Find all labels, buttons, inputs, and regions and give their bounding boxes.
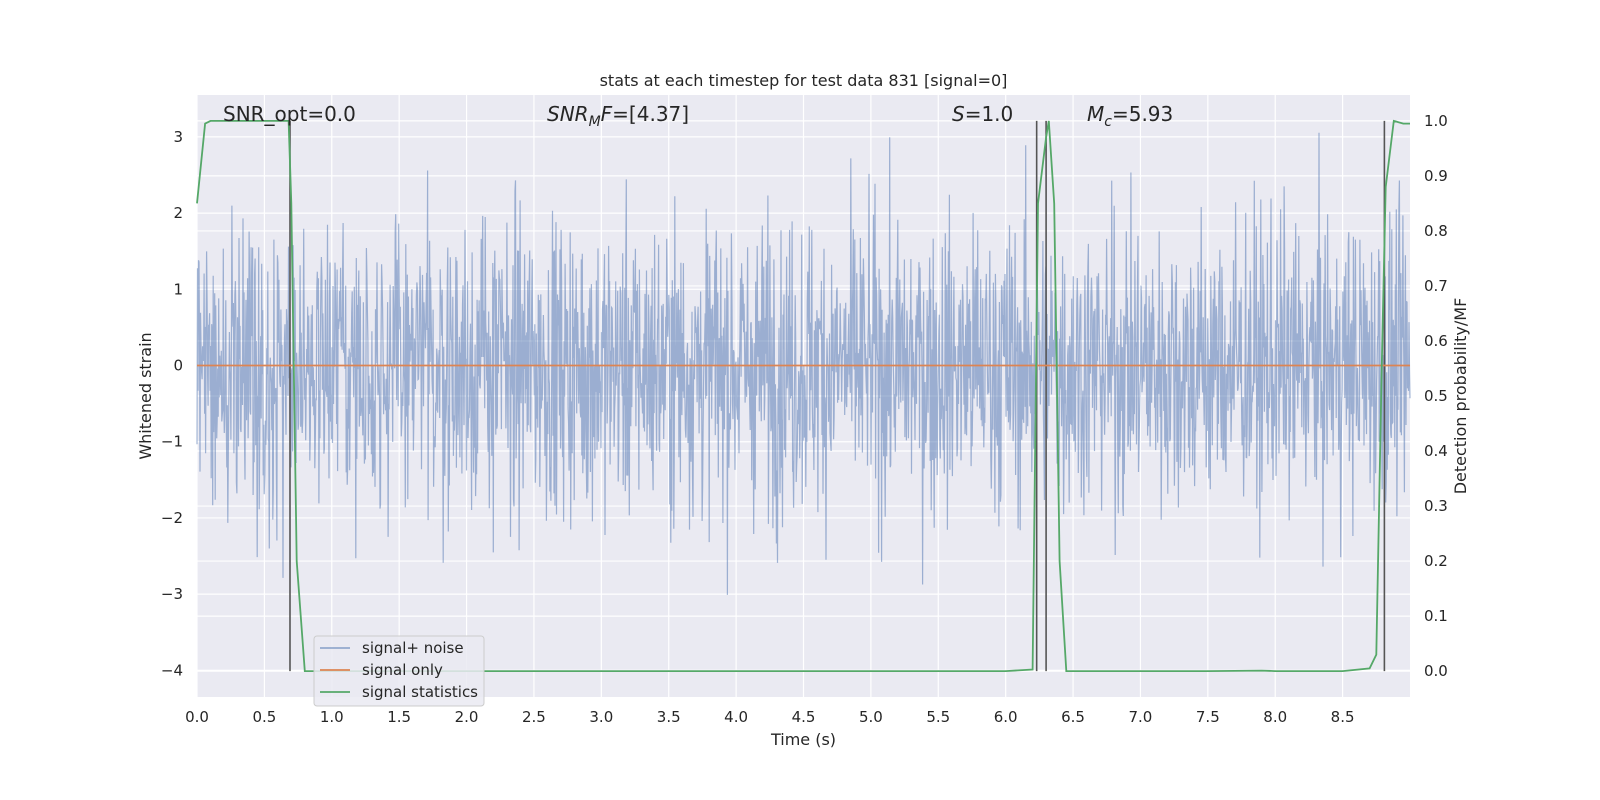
y-tick-label-3: 0: [173, 357, 183, 375]
series-line-signal-noise: [196, 132, 1411, 595]
x-tick-label-15: 7.5: [1196, 708, 1220, 726]
y2-tick-label-0: 1.0: [1424, 112, 1448, 130]
y2-tick-label-6: 0.4: [1424, 442, 1448, 460]
x-tick-label-4: 2.0: [455, 708, 479, 726]
x-tick-label-16: 8.0: [1263, 708, 1287, 726]
y-axis-label: Whitened strain: [136, 332, 155, 459]
y2-tick-label-7: 0.3: [1424, 497, 1448, 515]
y-tick-label-5: −2: [161, 509, 183, 527]
y2-axis-label: Detection probability/MF: [1451, 298, 1470, 495]
y2-tick-label-5: 0.5: [1424, 387, 1448, 405]
annotation-mc-value: =5.93: [1112, 102, 1173, 126]
y-tick-label-4: −1: [161, 433, 183, 451]
x-tick-label-2: 1.0: [320, 708, 344, 726]
legend: signal+ noise signal only signal statist…: [313, 635, 485, 707]
y2-tick-label-3: 0.7: [1424, 277, 1448, 295]
y-tick-label-0: 3: [173, 128, 183, 146]
legend-label-signal-statistics: signal statistics: [362, 683, 478, 701]
x-tick-label-3: 1.5: [387, 708, 411, 726]
y-tick-label-6: −3: [161, 585, 183, 603]
legend-label-signal-only: signal only: [362, 661, 443, 679]
y2-tick-label-8: 0.2: [1424, 552, 1448, 570]
annotation-s: S=1.0: [952, 102, 1013, 126]
x-tick-label-6: 3.0: [589, 708, 613, 726]
legend-label-signal-noise: signal+ noise: [362, 639, 464, 657]
annotation-mc-sub: c: [1104, 114, 1112, 130]
tick-labels: 0.0 0.5 1.0 1.5 2.0 2.5 3.0 3.5 4.0 4.5 5.0 5.5 6.0 6…: [161, 112, 1448, 726]
y2-tick-label-4: 0.6: [1424, 332, 1448, 350]
series-lines: [196, 119, 1410, 672]
x-tick-label-13: 6.5: [1061, 708, 1085, 726]
x-tick-label-8: 4.0: [724, 708, 748, 726]
y-tick-label-2: 1: [173, 280, 183, 298]
y2-tick-label-10: 0.0: [1424, 662, 1448, 680]
y-tick-label-1: 2: [173, 204, 183, 222]
x-tick-label-0: 0.0: [185, 708, 209, 726]
annotation-snr-mf-rest: =[4.37]: [612, 102, 689, 126]
y2-tick-label-1: 0.9: [1424, 167, 1448, 185]
annotation-snr-mf-base: SNR: [547, 102, 589, 126]
x-axis-label: Time (s): [770, 730, 836, 749]
series-line-signal-statistics: [196, 119, 1410, 672]
y2-tick-label-9: 0.1: [1424, 607, 1448, 625]
y2-tick-label-2: 0.8: [1424, 222, 1448, 240]
annotation-snr-mf: SNRMF=[4.37]: [547, 102, 689, 130]
annotation-mc: Mc=5.93: [1087, 102, 1173, 130]
annotation-snr-opt: SNR_opt=0.0: [223, 102, 356, 126]
x-tick-label-5: 2.5: [522, 708, 546, 726]
chart-title: stats at each timestep for test data 831…: [600, 71, 1008, 90]
x-tick-label-17: 8.5: [1331, 708, 1355, 726]
x-tick-label-11: 5.5: [926, 708, 950, 726]
x-tick-label-14: 7.0: [1129, 708, 1153, 726]
legend-box: [313, 635, 485, 707]
x-tick-label-1: 0.5: [252, 708, 276, 726]
x-tick-label-10: 5.0: [859, 708, 883, 726]
annotation-snr-mf-rest-italic: F: [601, 102, 613, 126]
x-tick-label-12: 6.0: [994, 708, 1018, 726]
y-tick-label-7: −4: [161, 661, 183, 679]
annotation-snr-mf-sub: M: [589, 114, 601, 130]
annotation-s-value: =1.0: [965, 102, 1014, 126]
x-tick-label-7: 3.5: [657, 708, 681, 726]
series-signal-noise: [196, 132, 1411, 595]
x-tick-label-9: 4.5: [792, 708, 816, 726]
annotation-s-symbol: S: [952, 102, 965, 126]
annotation-mc-base: M: [1087, 102, 1104, 126]
